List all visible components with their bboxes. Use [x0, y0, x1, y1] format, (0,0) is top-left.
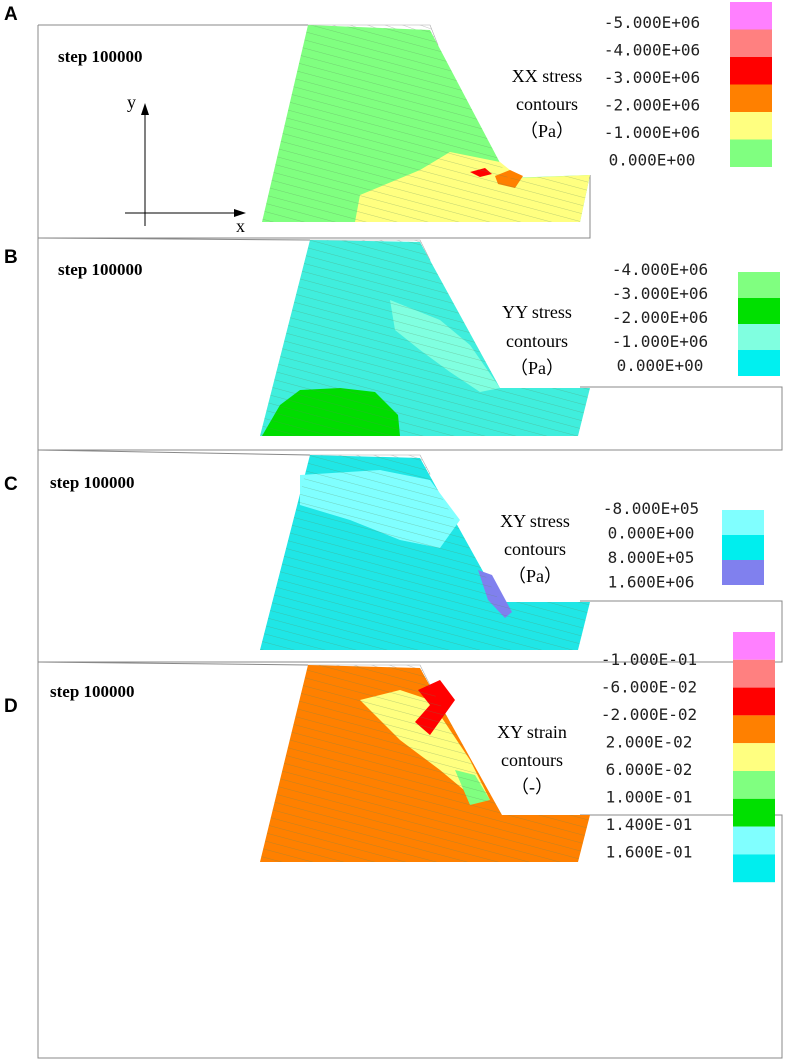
legend-swatch [733, 798, 775, 827]
step-label: step 100000 [58, 47, 143, 66]
legend-label: -4.000E+06 [604, 41, 700, 60]
title-line-2: contours [506, 331, 568, 351]
legend: -5.000E+06 -4.000E+06 -3.000E+06 -2.000E+06… [604, 2, 772, 170]
panel-d: D step 100000 XY strain contours （-） -1.… [4, 632, 783, 1059]
slope-outline [37, 237, 311, 241]
legend-swatch [738, 350, 780, 376]
title-line-1: XX stress [512, 66, 583, 86]
slope-stripes [260, 455, 590, 650]
legend-label: 1.400E-01 [606, 815, 693, 834]
legend-swatch [733, 687, 775, 716]
panel-letter: B [4, 247, 18, 268]
contour-title: YY stress contours （Pa） [502, 302, 572, 378]
slope-outline [37, 661, 309, 666]
legend-swatch [733, 743, 775, 771]
legend-swatch [730, 139, 772, 167]
contour-title: XY stress contours （Pa） [500, 511, 570, 586]
legend-label: -4.000E+06 [612, 260, 708, 279]
legend-swatch [738, 324, 780, 350]
legend-label: -5.000E+06 [604, 13, 700, 32]
legend-swatch [730, 29, 772, 57]
slope-outline [37, 449, 311, 456]
panel-c: C step 100000 XY stress contours （Pa） -8… [4, 449, 783, 663]
panel-b: B step 100000 YY stress contours （Pa） -4… [4, 237, 783, 451]
legend-label: -1.000E+06 [604, 123, 700, 142]
legend-swatch [733, 826, 775, 855]
panel-letter: C [4, 474, 18, 495]
slope-stripes [260, 240, 590, 436]
legend-label: 8.000E+05 [608, 548, 695, 567]
legend-swatch [738, 272, 780, 298]
legend-label: -2.000E-02 [601, 705, 697, 724]
step-label: step 100000 [50, 682, 135, 701]
legend-swatch [733, 771, 775, 799]
legend-swatch [722, 560, 764, 585]
legend-label: 2.000E-02 [606, 733, 693, 752]
legend-label: -3.000E+06 [612, 284, 708, 303]
legend-label: -1.000E+06 [612, 332, 708, 351]
title-line-2: contours [504, 539, 566, 559]
legend-label: -1.000E-01 [601, 650, 697, 669]
title-line-3: （Pa） [520, 121, 574, 141]
legend-label: 1.600E+06 [608, 573, 695, 592]
title-line-3: （Pa） [510, 358, 564, 378]
domain-outline [37, 662, 783, 1059]
legend-swatch [722, 510, 764, 535]
panel-letter: A [4, 4, 18, 25]
legend-swatch [738, 298, 780, 324]
legend-label: -2.000E+06 [612, 308, 708, 327]
legend: -1.000E-01 -6.000E-02 -2.000E-02 2.000E-02 6… [601, 632, 775, 883]
title-line-1: XY strain [497, 722, 567, 742]
legend-label: -6.000E-02 [601, 678, 697, 697]
title-line-3: （Pa） [508, 566, 562, 586]
legend-label: 0.000E+00 [617, 356, 704, 375]
step-label: step 100000 [58, 260, 143, 279]
domain-outline [37, 238, 783, 451]
legend-label: -3.000E+06 [604, 68, 700, 87]
title-line-1: YY stress [502, 302, 572, 322]
panel-letter: D [4, 696, 18, 717]
slope-stripes [260, 665, 590, 862]
legend-label: 0.000E+00 [608, 524, 695, 543]
x-axis-label: x [236, 216, 245, 236]
legend-label: 6.000E-02 [606, 760, 693, 779]
title-line-2: contours [516, 94, 578, 114]
title-line-1: XY stress [500, 511, 570, 531]
legend-label: -8.000E+05 [603, 499, 699, 518]
slope-stripes [262, 25, 590, 222]
legend-label: -2.000E+06 [604, 96, 700, 115]
domain-outline [37, 25, 591, 239]
contour-title: XY strain contours （-） [497, 722, 567, 797]
step-label: step 100000 [50, 473, 135, 492]
legend-swatch [730, 84, 772, 112]
legend-swatch [733, 632, 775, 660]
y-axis-label: y [127, 92, 136, 112]
legend-label: 1.000E-01 [606, 788, 693, 807]
legend-swatch [730, 2, 772, 30]
title-line-2: contours [501, 750, 563, 770]
domain-outline [37, 450, 783, 663]
axis-arrows: y x [125, 92, 246, 236]
legend-swatch [733, 659, 775, 688]
legend-swatch [733, 854, 775, 883]
panel-a: A step 100000 y x XX stress contours （Pa… [4, 2, 772, 239]
legend-swatch [730, 112, 772, 140]
legend: -8.000E+05 0.000E+00 8.000E+05 1.600E+06 [603, 499, 764, 592]
title-line-3: （-） [511, 777, 553, 797]
legend-swatch [733, 715, 775, 744]
legend-label: 1.600E-01 [606, 843, 693, 862]
legend-swatch [730, 57, 772, 85]
legend: -4.000E+06 -3.000E+06 -2.000E+06 -1.000E+06… [612, 260, 780, 376]
contour-title: XX stress contours （Pa） [512, 66, 583, 141]
legend-label: 0.000E+00 [609, 151, 696, 170]
legend-swatch [722, 535, 764, 560]
